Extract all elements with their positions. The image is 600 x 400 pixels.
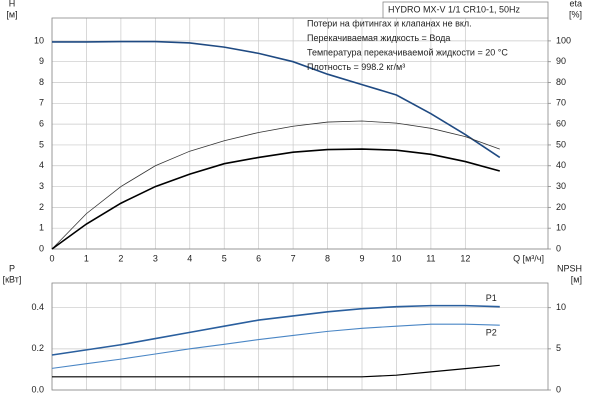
y-tick-label: 0.2 — [31, 343, 44, 353]
y-axis-label: P — [9, 263, 15, 273]
annotation: Перекачиваемая жидкость = Вода — [307, 33, 450, 43]
chart-title: HYDRO MX-V 1/1 CR10-1, 50Hz — [388, 4, 521, 14]
y-tick-label: 10 — [34, 35, 44, 45]
y2-tick-label: 5 — [556, 343, 561, 353]
series-line — [51, 148, 500, 250]
y-tick-label: 0 — [39, 243, 44, 253]
y2-tick-label: 100 — [556, 35, 571, 45]
x-tick-label: 6 — [256, 253, 261, 263]
y-axis-label: H — [9, 0, 16, 8]
annotation: Температура перекачиваемой жидкости = 20… — [307, 47, 508, 57]
y2-tick-label: 10 — [556, 302, 566, 312]
y-tick-label: 9 — [39, 56, 44, 66]
y-tick-label: 7 — [39, 98, 44, 108]
series-line — [51, 304, 500, 356]
x-tick-label: 9 — [359, 253, 364, 263]
y-tick-label: 6 — [39, 119, 44, 129]
plot-frame — [51, 17, 549, 250]
series-line — [51, 323, 500, 369]
y-tick-label: 2 — [39, 202, 44, 212]
annotation: Плотность = 998.2 кг/м³ — [307, 62, 405, 72]
y2-tick-label: 30 — [556, 181, 566, 191]
x-axis-label: Q [м³/ч] — [513, 253, 544, 263]
y2-tick-label: 40 — [556, 160, 566, 170]
y2-tick-label: 50 — [556, 139, 566, 149]
y2-tick-label: 90 — [556, 56, 566, 66]
x-tick-label: 7 — [291, 253, 296, 263]
y2-axis-unit: [м] — [571, 274, 582, 284]
y-axis-unit: [кВт] — [3, 274, 22, 284]
x-tick-label: 2 — [118, 253, 123, 263]
y2-tick-label: 80 — [556, 77, 566, 87]
x-tick-label: 3 — [153, 253, 158, 263]
y-tick-label: 8 — [39, 77, 44, 87]
y2-axis-label: NPSH — [557, 263, 582, 273]
y-axis-unit: [м] — [6, 9, 17, 19]
y2-axis-label: eta — [569, 0, 582, 8]
y2-tick-label: 60 — [556, 119, 566, 129]
x-tick-label: 8 — [325, 253, 330, 263]
y-tick-label: 1 — [39, 223, 44, 233]
y2-axis-unit: [%] — [569, 9, 582, 19]
series-line — [52, 364, 500, 378]
y2-tick-label: 10 — [556, 223, 566, 233]
x-tick-label: 11 — [426, 253, 435, 263]
y-tick-label: 0.4 — [31, 302, 44, 312]
x-tick-label: 10 — [391, 253, 401, 263]
y-tick-label: 4 — [39, 160, 44, 170]
y2-tick-label: 0 — [556, 384, 561, 394]
x-tick-label: 0 — [49, 253, 54, 263]
y2-tick-label: 20 — [556, 202, 566, 212]
x-tick-label: 12 — [460, 253, 470, 263]
series-line — [52, 40, 501, 159]
annotation: Потери на фитингах и клапанах не вкл. — [307, 18, 472, 28]
x-tick-label: 1 — [84, 253, 89, 263]
title-box — [382, 1, 549, 19]
y-tick-label: 3 — [39, 181, 44, 191]
x-tick-label: 4 — [187, 253, 192, 263]
plot-frame — [51, 282, 549, 391]
y-tick-label: 5 — [39, 139, 44, 149]
x-tick-label: 5 — [222, 253, 227, 263]
y-tick-label: 0.0 — [31, 384, 44, 394]
series-label: P2 — [486, 328, 497, 338]
y2-tick-label: 0 — [556, 243, 561, 253]
series-line — [51, 120, 500, 250]
series-label: P1 — [486, 293, 497, 303]
y2-tick-label: 70 — [556, 98, 566, 108]
